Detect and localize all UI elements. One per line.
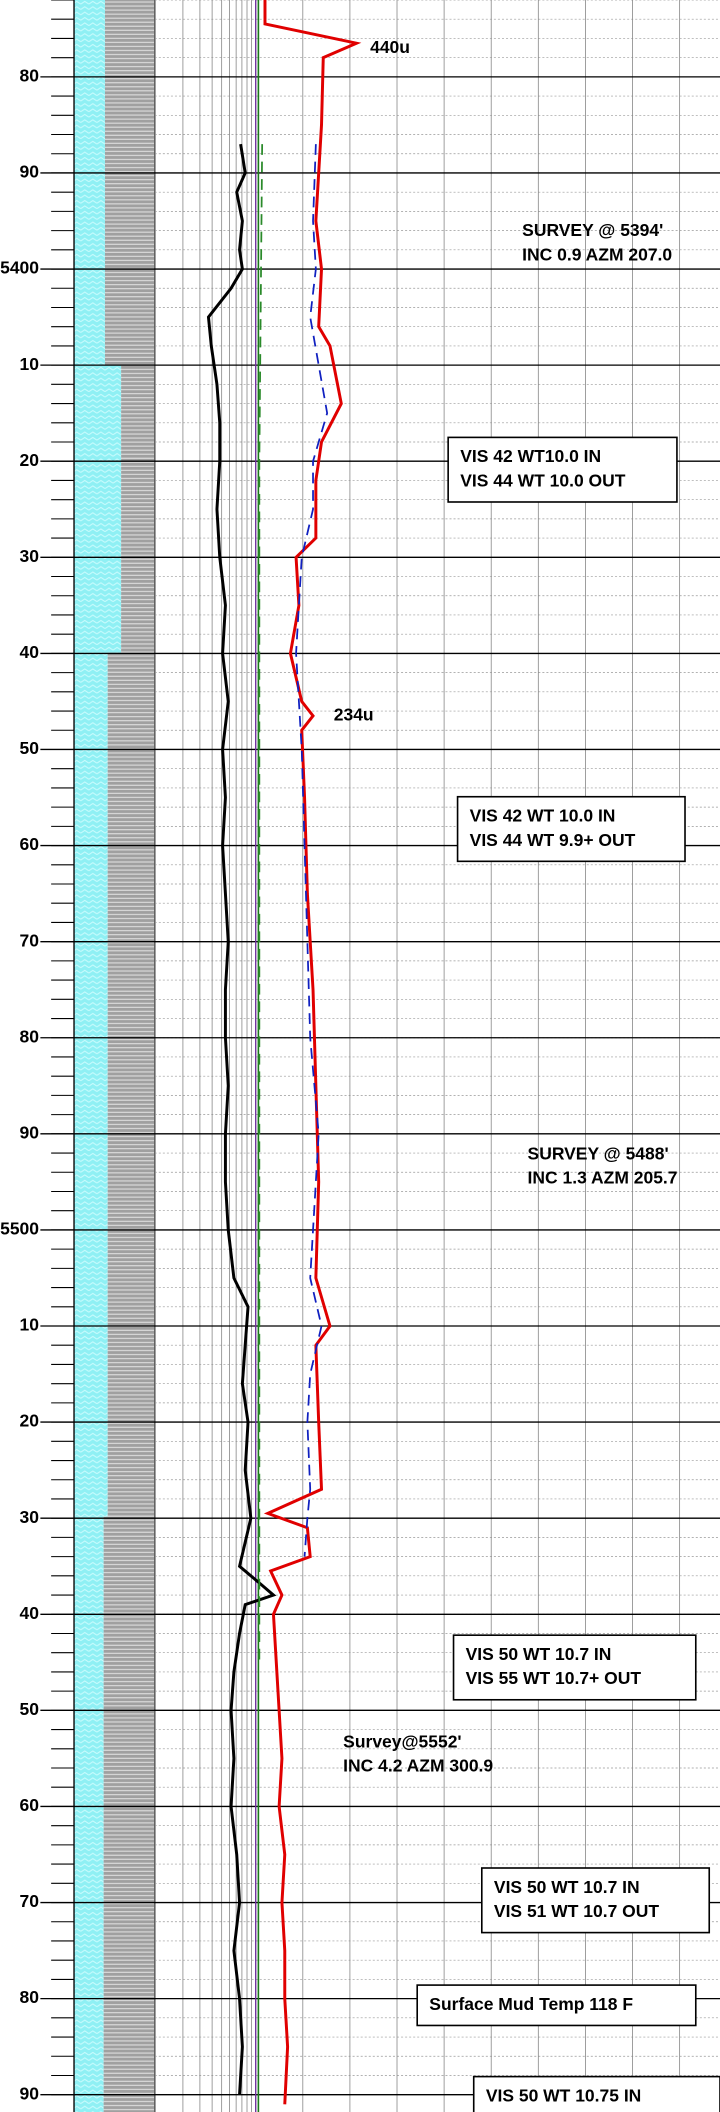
annotation: SURVEY @ 5488' xyxy=(528,1143,669,1163)
lith-cyan xyxy=(74,0,105,365)
depth-label: 60 xyxy=(20,1795,39,1815)
lith-cyan xyxy=(74,1516,104,2112)
annotation: Survey@5552' xyxy=(343,1731,461,1751)
annotation: VIS 44 WT 10.0 OUT xyxy=(460,470,625,490)
annotation: VIS 50 WT 10.75 IN xyxy=(486,2085,641,2105)
annotation: SURVEY @ 5394' xyxy=(522,220,663,240)
annotation: VIS 55 WT 10.7+ OUT xyxy=(466,1668,642,1688)
log-curve xyxy=(258,144,264,1663)
depth-label: 5400 xyxy=(0,258,39,278)
annotation: 234u xyxy=(334,705,374,725)
depth-label: 50 xyxy=(20,738,39,758)
depth-label: 90 xyxy=(20,162,39,182)
annotation: VIS 42 WT10.0 IN xyxy=(460,446,601,466)
annotation: VIS 44 WT 9.9+ OUT xyxy=(470,830,636,850)
annotation-box xyxy=(472,2075,720,2112)
annotation-box xyxy=(447,436,678,503)
lith-gray xyxy=(107,652,155,1517)
lith-gray xyxy=(121,364,155,653)
depth-label: 50 xyxy=(20,1699,39,1719)
depth-label: 5500 xyxy=(0,1219,39,1239)
annotation-box xyxy=(456,795,686,863)
depth-label: 70 xyxy=(20,930,39,950)
depth-label: 10 xyxy=(20,354,39,374)
annotation: VIS 50 WT 10.7 IN xyxy=(466,1644,612,1664)
annotation-box xyxy=(480,1867,711,1934)
annotation: 440u xyxy=(370,37,410,57)
depth-label: 90 xyxy=(20,1122,39,1142)
annotation: VIS 42 WT 10.0 IN xyxy=(470,806,616,826)
depth-label: 40 xyxy=(20,1603,39,1623)
annotation: Surface Mud Temp 118 F xyxy=(429,1994,633,2014)
depth-label: 30 xyxy=(20,546,39,566)
lithology xyxy=(73,0,156,2112)
log-curve xyxy=(295,144,329,1557)
annotation-box xyxy=(452,1634,697,1701)
annotation: INC 1.3 AZM 205.7 xyxy=(528,1168,678,1188)
lith-cyan xyxy=(74,652,108,1517)
annotation: INC 0.9 AZM 207.0 xyxy=(522,244,672,264)
lith-cyan xyxy=(74,364,122,653)
annotation: VIS 50 WT 10.7 IN xyxy=(494,1877,640,1897)
depth-label: 20 xyxy=(20,1411,39,1431)
depth-label: 80 xyxy=(20,1026,39,1046)
lith-gray xyxy=(104,0,155,365)
depth-label: 90 xyxy=(20,2083,39,2103)
annotation-box xyxy=(416,1984,697,2027)
depth-label: 80 xyxy=(20,1987,39,2007)
log-curve xyxy=(206,143,277,2095)
depth-label: 20 xyxy=(20,450,39,470)
depth-label: 10 xyxy=(20,1315,39,1335)
depth-label: 80 xyxy=(20,65,39,85)
annotation: VIS 51 WT 10.7 OUT xyxy=(494,1901,659,1921)
depth-label: 30 xyxy=(20,1507,39,1527)
depth-label: 60 xyxy=(20,834,39,854)
depth-label: 40 xyxy=(20,642,39,662)
depth-label: 70 xyxy=(20,1891,39,1911)
annotation: INC 4.2 AZM 300.9 xyxy=(343,1756,493,1776)
log-curve xyxy=(263,0,362,2105)
lith-gray xyxy=(103,1516,155,2112)
